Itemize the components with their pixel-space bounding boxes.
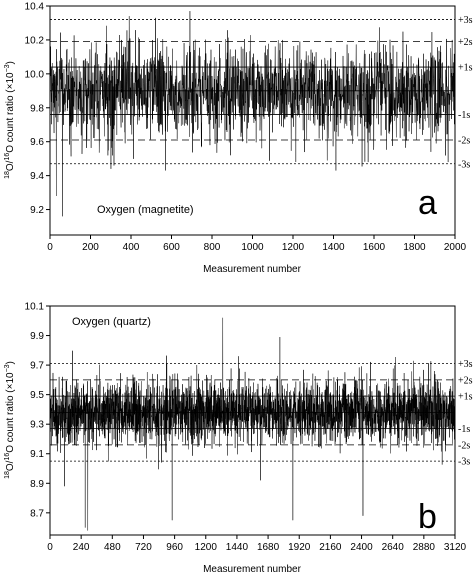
panel-b-y-tick-label: 8.7: [30, 508, 44, 519]
panel-a-sigma-lines: +3s +2s +1s -1s -2s -3s: [50, 15, 473, 170]
panel-b-x-tick-label: 3120: [444, 542, 467, 553]
panel-b-sigma-label: -3s: [458, 457, 470, 468]
panel-b-sigma-label: +1s: [458, 392, 473, 403]
panel-a-y-main1: O/: [5, 160, 16, 171]
panel-a-y-tick-label: 10.2: [25, 35, 45, 46]
panel-a-x-axis-title: Measurement number: [203, 264, 301, 275]
panel-b-label: b: [418, 498, 437, 536]
panel-a-x-tick-label: 1200: [282, 242, 305, 253]
panel-a-y-axis-title: 18O/16O count ratio (×10−3): [4, 61, 16, 179]
panel-a-sigma-label: -2s: [458, 136, 470, 147]
panel-a-x-tick-label: 600: [163, 242, 180, 253]
panel-b-x-tick-label: 960: [166, 542, 183, 553]
panel-b-x-tick-label: 1920: [288, 542, 311, 553]
panel-b-sigma-label: -1s: [458, 424, 470, 435]
panel-b-y-sup2: 16: [4, 453, 11, 461]
panel-b-y-tick-label: 8.9: [30, 479, 44, 490]
panel-b-y-tick-label: 9.5: [30, 390, 44, 401]
panel-a-y-tick-label: 9.6: [30, 137, 44, 148]
panel-a-y-tick-label: 9.8: [30, 103, 44, 114]
panel-a-x-tick-label: 800: [204, 242, 221, 253]
panel-a-x-tick-label: 1400: [322, 242, 345, 253]
panel-b-x-tick-label: 240: [73, 542, 90, 553]
panel-a-series-line: [49, 11, 456, 217]
panel-b-y-tick-label: 10.1: [25, 302, 45, 313]
panel-b-y-tick-label: 9.1: [30, 449, 44, 460]
panel-a-sigma-label: -1s: [458, 110, 470, 121]
panel-a-y-tick-label: 9.4: [30, 171, 44, 182]
panel-a-label: a: [418, 184, 437, 222]
panel-a-y-main2: O count ratio (×10: [5, 72, 16, 153]
panel-a: +3s +2s +1s -1s -2s -3s 0 200 400 600 800 1000 1200…: [4, 2, 473, 276]
panel-a-y-sup3: −3: [4, 64, 11, 72]
panel-b-x-tick-label: 2400: [350, 542, 373, 553]
panel-a-sigma-label: +2s: [458, 37, 473, 48]
panel-b-x-tick-label: 2640: [382, 542, 405, 553]
panel-b-sigma-label: +3s: [458, 359, 473, 370]
panel-b-annotation: Oxygen (quartz): [72, 316, 151, 328]
panel-b-y-sup3: −3: [4, 364, 11, 372]
panel-b-y-tick-label: 9.3: [30, 420, 44, 431]
panel-a-y-sup1: 18: [4, 171, 11, 179]
panel-b-x-tick-label: 2160: [319, 542, 342, 553]
panel-b-sigma-label: +2s: [458, 375, 473, 386]
panel-b-y-tick-label: 9.7: [30, 361, 44, 372]
panel-a-y-tick-label: 10.4: [25, 2, 45, 13]
panel-a-x-tick-label: 2000: [444, 242, 467, 253]
panel-a-y-main3: ): [5, 61, 16, 64]
panel-b-y-main1: O/: [5, 460, 16, 471]
panel-b-y-main2: O count ratio (×10: [5, 372, 16, 453]
panel-b-x-tick-label: 0: [47, 542, 53, 553]
panel-a-sigma-label: +3s: [458, 15, 473, 26]
panel-b: +3s +2s +1s -1s -2s -3s 0 240 480 720 960 1200 1440…: [4, 302, 473, 576]
panel-b-x-tick-label: 720: [135, 542, 152, 553]
panel-a-y-axis: 9.2 9.4 9.6 9.8 10.0 10.2 10.4: [25, 2, 50, 216]
panel-b-y-axis: 8.7 8.9 9.1 9.3 9.5 9.7 9.9 10.1: [25, 302, 50, 519]
panel-a-annotation: Oxygen (magnetite): [97, 204, 194, 216]
panel-b-y-tick-label: 9.9: [30, 331, 44, 342]
panel-a-x-tick-label: 1000: [241, 242, 264, 253]
panel-b-data-trace: [49, 317, 456, 531]
panel-b-x-tick-label: 2880: [413, 542, 436, 553]
panel-a-sigma-label: +1s: [458, 63, 473, 74]
panel-a-x-tick-label: 400: [123, 242, 140, 253]
panel-a-x-tick-label: 1600: [363, 242, 386, 253]
panel-a-data-trace: [49, 11, 456, 217]
panel-a-y-sup2: 16: [4, 153, 11, 161]
panel-a-x-tick-label: 1800: [403, 242, 426, 253]
panel-a-x-axis: 0 200 400 600 800 1000 1200 1400 1600 1800 2000: [47, 235, 467, 253]
panel-b-y-sup1: 18: [4, 471, 11, 479]
panel-a-y-tick-label: 10.0: [25, 69, 45, 80]
panel-a-x-tick-label: 200: [82, 242, 99, 253]
panel-a-x-tick-label: 0: [47, 242, 53, 253]
panel-b-sigma-label: -2s: [458, 440, 470, 451]
panel-a-sigma-label: -3s: [458, 159, 470, 170]
panel-b-x-tick-label: 1680: [257, 542, 280, 553]
panel-b-y-axis-title: 18O/16O count ratio (×10−3): [4, 361, 16, 479]
panel-b-series-line: [49, 317, 456, 531]
panel-b-x-tick-label: 1440: [226, 542, 249, 553]
panel-b-x-axis-title: Measurement number: [203, 564, 301, 575]
panel-a-y-tick-label: 9.2: [30, 205, 44, 216]
panel-b-y-main3: ): [5, 361, 16, 364]
panel-b-x-axis: 0 240 480 720 960 1200 1440 1680 1920 2160 2400 264…: [47, 535, 467, 553]
panel-b-x-tick-label: 1200: [195, 542, 218, 553]
panel-b-x-tick-label: 480: [104, 542, 121, 553]
